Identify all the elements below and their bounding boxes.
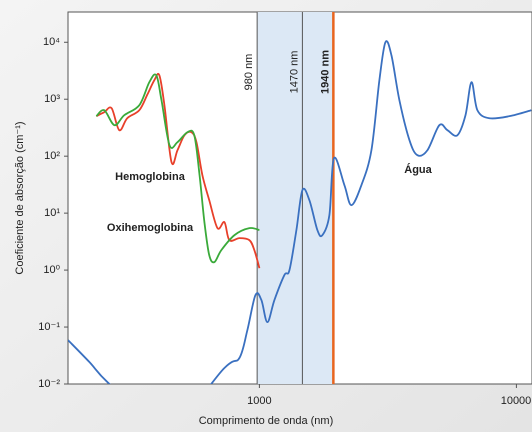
x-tick-label: 1000 [247, 395, 271, 407]
reference-label: 1470 nm [288, 51, 300, 94]
y-axis-label: Coeficiente de absorção (cm⁻¹) [14, 121, 26, 274]
reference-label: 980 nm [243, 54, 255, 91]
highlight-band [257, 12, 334, 384]
series-line [95, 73, 260, 264]
y-tick-label: 10⁻² [38, 378, 60, 390]
x-tick-label: 10000 [501, 395, 532, 407]
reference-label: 1940 nm [319, 50, 331, 94]
y-tick-label: 10⁻¹ [38, 321, 60, 333]
y-tick-label: 10⁴ [43, 36, 60, 48]
series-label: Água [404, 163, 432, 176]
y-tick-label: 10¹ [44, 207, 60, 219]
series-label: Hemoglobina [115, 171, 186, 183]
series-line [68, 40, 532, 384]
series-label: Oxihemoglobina [107, 222, 194, 234]
x-axis-label: Comprimento de onda (nm) [199, 415, 334, 427]
y-tick-label: 10⁰ [43, 264, 60, 276]
y-tick-label: 10² [44, 150, 60, 162]
y-tick-label: 10³ [44, 93, 60, 105]
plot-layer [68, 12, 532, 384]
